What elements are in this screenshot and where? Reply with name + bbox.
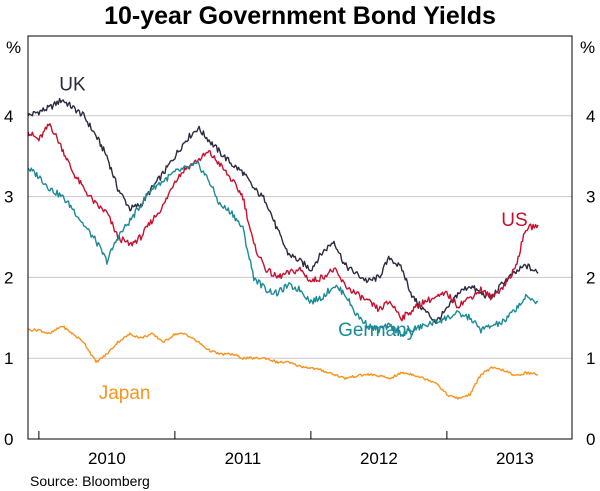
plot-frame: [27, 35, 573, 440]
x-ticks: 2010 2011 2012 2013: [38, 431, 534, 468]
series-label-germany: Germany: [338, 320, 417, 341]
y-tick-labels: 0 0 1 1 2 2 3 3 4 4: [4, 107, 595, 449]
y-tick-left-1: 1: [4, 349, 13, 368]
y-tick-left-0: 0: [4, 430, 13, 449]
source-note: Source: Bloomberg: [30, 473, 150, 489]
series-labels: UK US Germany Japan: [59, 74, 527, 404]
series-line-germany: [27, 160, 539, 338]
x-tick-label-2011: 2011: [225, 449, 262, 468]
y-tick-right-2: 2: [586, 268, 595, 287]
x-tick-label-2010: 2010: [88, 449, 126, 468]
y-tick-right-4: 4: [586, 107, 595, 126]
series-line-japan: [27, 325, 539, 400]
series-label-japan: Japan: [99, 383, 151, 404]
series-lines: [27, 97, 539, 400]
y-unit-right: %: [580, 38, 595, 57]
series-label-us: US: [501, 210, 527, 231]
y-tick-left-4: 4: [4, 107, 13, 126]
y-tick-right-0: 0: [586, 430, 595, 449]
series-label-uk: UK: [59, 74, 86, 95]
y-tick-left-3: 3: [4, 188, 13, 207]
x-tick-label-2012: 2012: [360, 449, 398, 468]
y-tick-right-3: 3: [586, 188, 595, 207]
chart-title: 10-year Government Bond Yields: [104, 2, 496, 30]
y-tick-left-2: 2: [4, 268, 13, 287]
y-tick-right-1: 1: [586, 349, 595, 368]
series-line-us: [27, 123, 539, 322]
y-unit-left: %: [6, 38, 21, 57]
x-tick-label-2013: 2013: [496, 449, 534, 468]
gridlines: [28, 115, 572, 359]
